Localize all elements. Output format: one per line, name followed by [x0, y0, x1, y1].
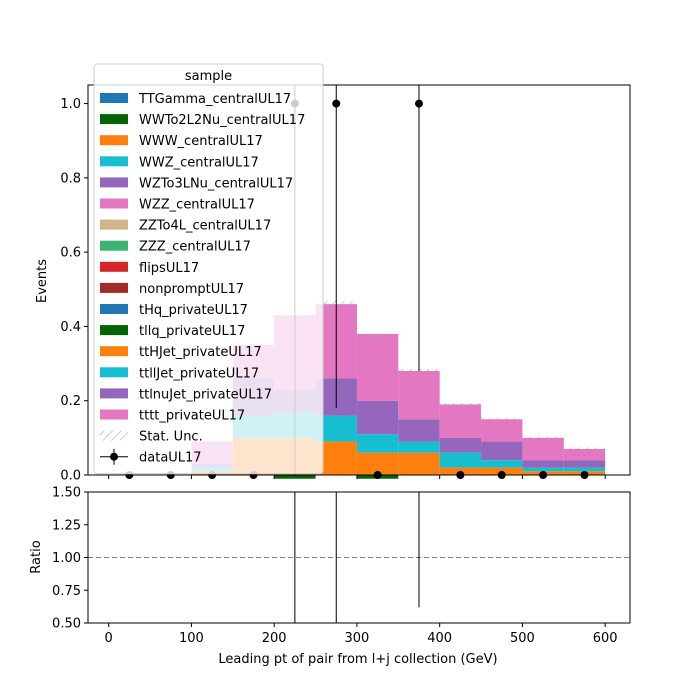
- legend-title: sample: [185, 69, 232, 84]
- bar-segment-13-10: [522, 467, 564, 472]
- bar-segment-12-7: [398, 452, 440, 475]
- legend-label-9: nonpromptUL17: [139, 282, 244, 297]
- bar-segment-15-11: [563, 449, 606, 461]
- legend-swatch-3: [100, 156, 128, 167]
- legend-label-4: WZTo3LNu_centralUL17: [139, 176, 293, 191]
- legend-swatch-2: [100, 135, 128, 146]
- legend-label-8: flipsUL17: [139, 261, 199, 276]
- bar-segment-14-11: [563, 460, 606, 468]
- ratio-y-tick-label-3: 1.25: [52, 518, 81, 533]
- legend-swatch-13: [100, 367, 128, 378]
- legend-swatch-11: [100, 325, 128, 336]
- y-tick-label-2: 0.4: [60, 320, 81, 335]
- x-tick-label-4: 400: [427, 631, 452, 646]
- y-tick-label-0: 0.0: [60, 469, 81, 484]
- legend-label-0: TTGamma_centralUL17: [138, 92, 291, 107]
- y-tick-label-3: 0.6: [60, 246, 81, 261]
- data-point-5: [332, 99, 341, 108]
- bar-segment-13-8: [439, 452, 482, 468]
- legend-label-1: WWTo2L2Nu_centralUL17: [139, 113, 305, 128]
- bar-segment-13-6: [356, 434, 399, 453]
- main-axes: 0.0 0.2 0.4 0.6 0.8 1.0: [60, 97, 606, 484]
- stat-unc-band-9: [481, 417, 523, 421]
- y-tick-label-4: 0.8: [60, 171, 81, 186]
- y-axis-label: Events: [35, 259, 50, 303]
- legend-swatch-6: [100, 219, 128, 230]
- legend-swatch-7: [100, 240, 128, 251]
- legend-label-13: ttllJet_privateUL17: [139, 366, 259, 381]
- bar-segment-13-9: [481, 460, 523, 468]
- ratio-y-tick-label-2: 1.00: [52, 551, 81, 566]
- x-axis-label: Leading pt of pair from l+j collection (…: [218, 652, 497, 667]
- legend-swatch-9: [100, 282, 128, 293]
- legend-swatch-8: [100, 261, 128, 272]
- stat-unc-band-10: [522, 436, 564, 440]
- legend-label-14: ttlnuJet_privateUL17: [139, 387, 272, 402]
- legend-box: [93, 63, 324, 475]
- ratio-axes: 0 100 200 300 400 500 600 0.50 0.75 1.00 1.25 1.50: [52, 486, 618, 647]
- ratio-y-axis-label: Ratio: [29, 540, 44, 573]
- bar-segment-14-7: [398, 419, 440, 442]
- legend-label-6: ZZTo4L_centralUL17: [139, 219, 271, 234]
- stat-unc-band-6: [356, 334, 399, 341]
- legend-label-5: WZZ_centralUL17: [139, 198, 255, 213]
- legend-label-7: ZZZ_centralUL17: [139, 240, 251, 255]
- ratio-y-tick-label-0: 0.50: [52, 617, 81, 632]
- legend-label-2: WWW_centralUL17: [139, 134, 263, 149]
- x-tick-label-1: 100: [179, 631, 204, 646]
- legend-swatch-1: [100, 114, 128, 125]
- bar-segment-14-6: [356, 400, 399, 435]
- legend-label-3: WWZ_centralUL17: [139, 155, 259, 170]
- legend-label-data: dataUL17: [139, 451, 202, 466]
- ratio-error-lines: [294, 492, 420, 623]
- bar-segment-15-8: [439, 404, 482, 438]
- bar-segment-15-9: [481, 419, 523, 442]
- bar-segment-13-11: [563, 467, 606, 472]
- bar-segment-12-6: [356, 452, 399, 475]
- legend-label-15: tttt_privateUL17: [139, 409, 245, 424]
- x-tick-label-2: 200: [262, 631, 287, 646]
- legend-swatch-5: [100, 198, 128, 209]
- main-plot-frame: [87, 84, 631, 476]
- bar-segment-11-4: [274, 475, 316, 479]
- legend-swatch-15: [100, 409, 128, 420]
- legend-label-stat-unc: Stat. Unc.: [139, 430, 203, 445]
- ratio-y-tick-label-1: 0.75: [52, 584, 81, 599]
- y-tick-label-1: 0.2: [60, 394, 81, 409]
- y-tick-label-5: 1.0: [60, 97, 81, 112]
- legend-label-12: ttHJet_privateUL17: [139, 345, 262, 360]
- stat-unc-band-8: [439, 402, 482, 406]
- bar-segment-15-6: [356, 333, 399, 401]
- ratio-y-tick-label-4: 1.50: [52, 486, 81, 501]
- legend-label-11: tllq_privateUL17: [139, 324, 245, 339]
- bar-segment-14-9: [481, 441, 523, 461]
- x-tick-label-6: 600: [593, 631, 618, 646]
- legend-swatch-14: [100, 388, 128, 399]
- legend: sample TTGamma_centralUL17 WWTo2L2Nu_centr…: [93, 63, 324, 475]
- stat-unc-band-11: [563, 447, 606, 451]
- x-tick-label-3: 300: [345, 631, 370, 646]
- bar-segment-15-7: [398, 371, 440, 420]
- legend-label-10: tHq_privateUL17: [139, 303, 248, 318]
- bar-segment-15-10: [522, 437, 564, 461]
- legend-swatch-12: [100, 346, 128, 357]
- legend-swatch-stat-unc: [100, 430, 128, 441]
- bar-segment-14-10: [522, 460, 564, 468]
- bar-segment-13-7: [398, 441, 440, 453]
- bar-segment-14-8: [439, 437, 482, 453]
- legend-swatch-4: [100, 177, 128, 188]
- x-tick-label-0: 0: [105, 631, 113, 646]
- legend-swatch-10: [100, 304, 128, 314]
- legend-data-marker: [110, 452, 118, 461]
- data-point-7: [414, 99, 423, 108]
- x-tick-label-5: 500: [510, 631, 535, 646]
- legend-swatch-0: [100, 93, 128, 103]
